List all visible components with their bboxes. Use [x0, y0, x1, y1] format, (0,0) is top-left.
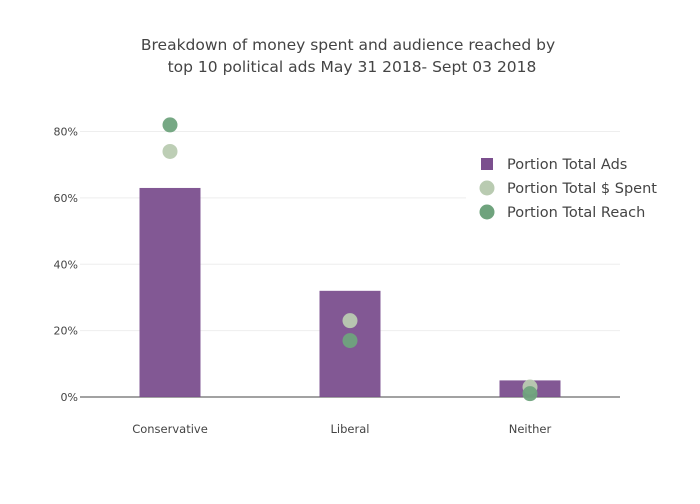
x-axis-ticks: Conservative Liberal Neither	[132, 422, 551, 436]
chart-title: Breakdown of money spent and audience re…	[141, 36, 555, 76]
point-portion-total-spent-conservative[interactable]	[162, 143, 178, 159]
legend-swatch	[479, 204, 495, 220]
legend-item-portion-total-spent[interactable]: Portion Total $ Spent	[479, 180, 658, 198]
legend-label: Portion Total Reach	[507, 205, 645, 221]
legend[interactable]: Portion Total Ads Portion Total $ Spent Po…	[466, 150, 666, 224]
x-tick-label: Neither	[509, 422, 552, 436]
legend-item-portion-total-ads[interactable]: Portion Total Ads	[481, 157, 627, 173]
legend-background	[466, 150, 666, 224]
x-tick-label: Conservative	[132, 422, 208, 436]
legend-label: Portion Total $ Spent	[507, 181, 657, 197]
point-portion-total-reach-conservative[interactable]	[162, 117, 178, 133]
y-axis-ticks: 0% 20% 40% 60% 80%	[54, 126, 78, 404]
x-tick-label: Liberal	[331, 422, 370, 436]
y-tick-label: 60%	[54, 192, 78, 205]
points	[162, 117, 538, 402]
chart-title-line-1: Breakdown of money spent and audience re…	[141, 36, 555, 54]
legend-item-portion-total-reach[interactable]: Portion Total Reach	[479, 204, 646, 222]
point-portion-total-reach-neither[interactable]	[522, 386, 538, 402]
point-portion-total-spent-liberal[interactable]	[342, 313, 358, 329]
legend-swatch	[479, 180, 495, 196]
y-tick-label: 20%	[54, 325, 78, 338]
legend-label: Portion Total Ads	[507, 157, 627, 173]
bar-conservative[interactable]	[139, 187, 201, 397]
y-tick-label: 40%	[54, 258, 78, 271]
point-portion-total-reach-liberal[interactable]	[342, 333, 358, 349]
y-tick-label: 80%	[54, 126, 78, 139]
chart-title-line-2: top 10 political ads May 31 2018- Sept 0…	[168, 58, 537, 76]
y-tick-label: 0%	[61, 391, 78, 404]
legend-swatch	[481, 158, 493, 170]
